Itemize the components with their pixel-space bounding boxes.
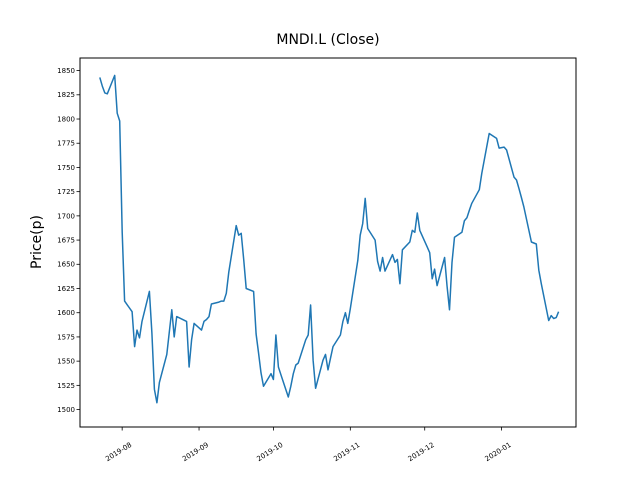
chart-title: MNDI.L (Close) — [276, 32, 380, 48]
y-axis-label: Price(p) — [29, 215, 45, 269]
x-tick-label: 2019-10 — [255, 441, 284, 463]
y-tick-label: 1800 — [57, 115, 75, 123]
y-tick-label: 1600 — [57, 309, 75, 317]
y-tick-label: 1625 — [57, 285, 75, 293]
y-tick-label: 1850 — [57, 67, 75, 75]
y-tick-label: 1575 — [57, 333, 75, 341]
plot-area-border — [79, 57, 577, 428]
y-tick-label: 1775 — [57, 140, 75, 148]
x-tick-label: 2019-09 — [181, 441, 210, 463]
x-tick-label: 2019-08 — [104, 441, 133, 463]
price-line — [99, 74, 560, 404]
y-tick-label: 1525 — [57, 382, 75, 390]
y-tick-label: 1725 — [57, 188, 75, 196]
y-tick-label: 1750 — [57, 164, 75, 172]
y-tick-label: 1825 — [57, 91, 75, 99]
x-tick-label: 2020-01 — [484, 441, 513, 463]
y-tick-label: 1700 — [57, 212, 75, 220]
y-tick-label: 1650 — [57, 261, 75, 269]
y-tick-label: 1500 — [57, 406, 75, 414]
x-tick-label: 2019-11 — [332, 441, 361, 463]
x-tick-label: 2019-12 — [407, 441, 436, 463]
y-tick-label: 1675 — [57, 236, 75, 244]
y-tick-label: 1550 — [57, 358, 75, 366]
